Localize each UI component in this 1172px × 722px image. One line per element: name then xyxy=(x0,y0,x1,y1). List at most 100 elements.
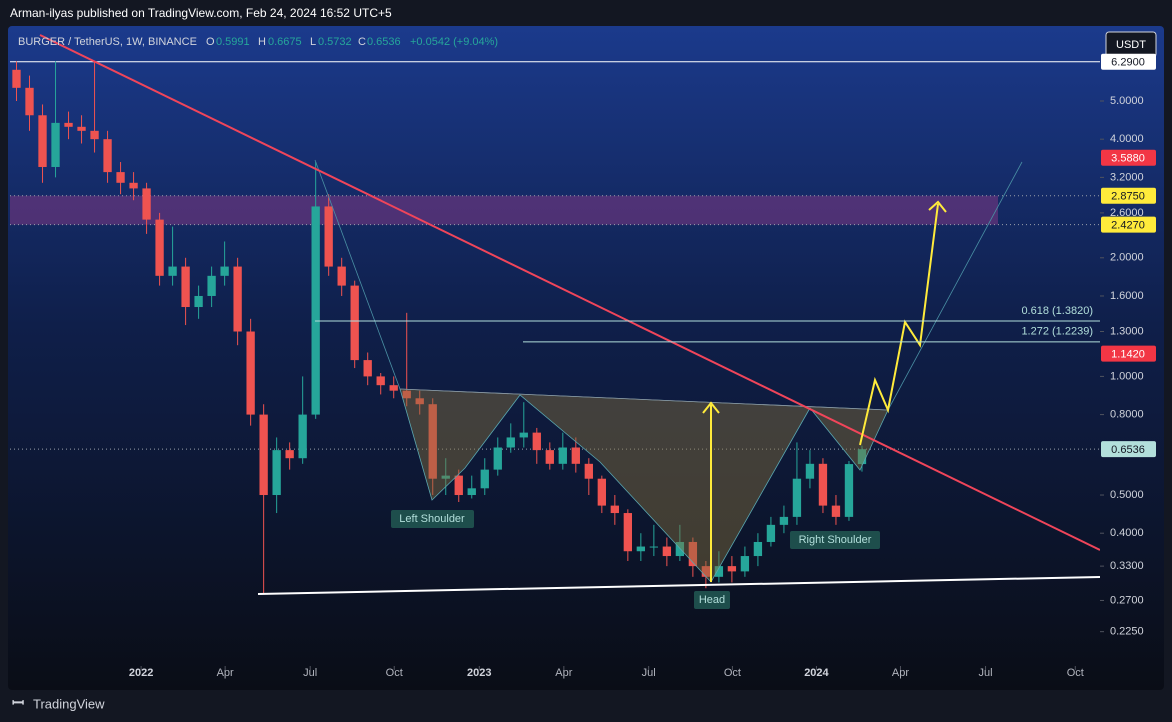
price-tag-label: 6.2900 xyxy=(1111,57,1145,69)
byline: Arman-ilyas published on TradingView.com… xyxy=(10,6,392,20)
x-tick-label: Oct xyxy=(1067,667,1084,679)
candle-body xyxy=(532,432,541,451)
candle-body xyxy=(688,541,698,567)
y-tick-label: 0.8000 xyxy=(1110,408,1144,420)
candle-body xyxy=(636,546,646,552)
candle-body xyxy=(402,390,411,399)
candle-body xyxy=(441,475,450,479)
y-tick-label: 2.6000 xyxy=(1110,207,1144,219)
y-tick-label: 1.3000 xyxy=(1110,325,1144,337)
annotation: Right Shoulder xyxy=(799,534,872,546)
candle-body xyxy=(857,449,867,465)
currency[interactable]: USDT xyxy=(1116,39,1146,51)
price-tag-label: 3.5880 xyxy=(1111,153,1145,165)
candle-body xyxy=(116,172,125,183)
guide-line xyxy=(314,159,401,390)
price-tag-label: 2.4270 xyxy=(1111,220,1145,232)
candle-body xyxy=(753,541,763,557)
candle-body xyxy=(181,266,190,308)
candle-body xyxy=(545,450,554,464)
candle-body xyxy=(571,447,580,464)
annotation: Left Shoulder xyxy=(399,513,465,525)
candle-body xyxy=(233,266,242,332)
change: +0.0542 (+9.04%) xyxy=(410,36,498,48)
x-tick-label: Apr xyxy=(217,667,234,679)
price-tag-label: 0.6536 xyxy=(1111,444,1145,456)
x-tick-label: 2024 xyxy=(804,667,829,679)
candle-body xyxy=(285,450,294,459)
brand: TradingView xyxy=(33,696,105,711)
candle-body xyxy=(415,398,424,405)
annotation: Head xyxy=(699,594,725,606)
candle-body xyxy=(701,566,711,577)
chart-panel xyxy=(8,26,1164,690)
ohlc-key: L xyxy=(310,36,316,48)
candle-body xyxy=(337,266,346,286)
candle-body xyxy=(597,478,606,506)
candle-body xyxy=(259,414,268,496)
label-box xyxy=(391,510,474,528)
y-tick-label: 0.4000 xyxy=(1110,527,1144,539)
candle-body xyxy=(298,414,307,459)
candle-body xyxy=(64,122,73,127)
candle-body xyxy=(90,130,99,140)
y-tick-label: 0.2700 xyxy=(1110,594,1144,606)
x-tick-label: 2022 xyxy=(129,667,153,679)
ohlc-value: 0.5732 xyxy=(318,36,352,48)
candle-body xyxy=(363,360,372,377)
candle-body xyxy=(12,69,21,88)
logo: ꟷ xyxy=(12,695,24,712)
price-tag xyxy=(1101,53,1156,70)
candle-body xyxy=(480,469,489,489)
y-tick-label: 1.6000 xyxy=(1110,290,1144,302)
candle-body xyxy=(506,437,515,448)
y-tick-label: 4.0000 xyxy=(1110,133,1144,145)
candle-body xyxy=(610,505,619,514)
candle-body xyxy=(831,505,841,517)
y-tick-label: 0.2250 xyxy=(1110,626,1144,638)
candle-body xyxy=(51,122,60,167)
candle-body xyxy=(77,126,86,131)
symbol: BURGER / TetherUS, 1W, BINANCE xyxy=(18,36,197,48)
fib-label: 0.618 (1.3820) xyxy=(1021,305,1093,317)
y-tick-label: 2.0000 xyxy=(1110,252,1144,264)
candle-body xyxy=(727,566,737,572)
x-tick-label: Apr xyxy=(892,667,909,679)
ohlc-key: H xyxy=(258,36,266,48)
candle-body xyxy=(38,115,47,167)
candle-body xyxy=(649,546,659,548)
candle-body xyxy=(25,87,34,116)
price-tag-label: 1.1420 xyxy=(1111,349,1145,361)
candle-body xyxy=(818,463,828,506)
ohlc-key: O xyxy=(206,36,215,48)
ohlc-key: C xyxy=(358,36,366,48)
candle-body xyxy=(675,541,685,557)
candle-body xyxy=(779,516,789,525)
candle-body xyxy=(662,546,672,557)
y-tick-label: 3.2000 xyxy=(1110,171,1144,183)
candle-body xyxy=(584,463,593,479)
supply-zone xyxy=(10,195,998,225)
guide-line xyxy=(887,161,1023,411)
candle-body xyxy=(766,524,776,542)
ohlc-value: 0.6536 xyxy=(367,36,401,48)
candle-body xyxy=(389,385,398,391)
x-tick-label: Apr xyxy=(555,667,572,679)
candle-body xyxy=(246,331,255,415)
candle-body xyxy=(714,566,724,577)
arrow-head xyxy=(702,401,720,414)
x-tick-label: Oct xyxy=(724,667,741,679)
x-tick-label: Jul xyxy=(642,667,656,679)
price-tag xyxy=(1101,187,1156,204)
price-tag xyxy=(1101,441,1156,458)
candle-body xyxy=(272,450,281,496)
price-tag xyxy=(1101,345,1156,362)
candle-body xyxy=(519,432,528,438)
label-box xyxy=(694,591,730,609)
x-tick-label: Oct xyxy=(386,667,403,679)
ohlc-value: 0.6675 xyxy=(268,36,302,48)
candle-body xyxy=(558,447,567,464)
candle-body xyxy=(207,275,216,296)
label-box xyxy=(790,531,880,549)
